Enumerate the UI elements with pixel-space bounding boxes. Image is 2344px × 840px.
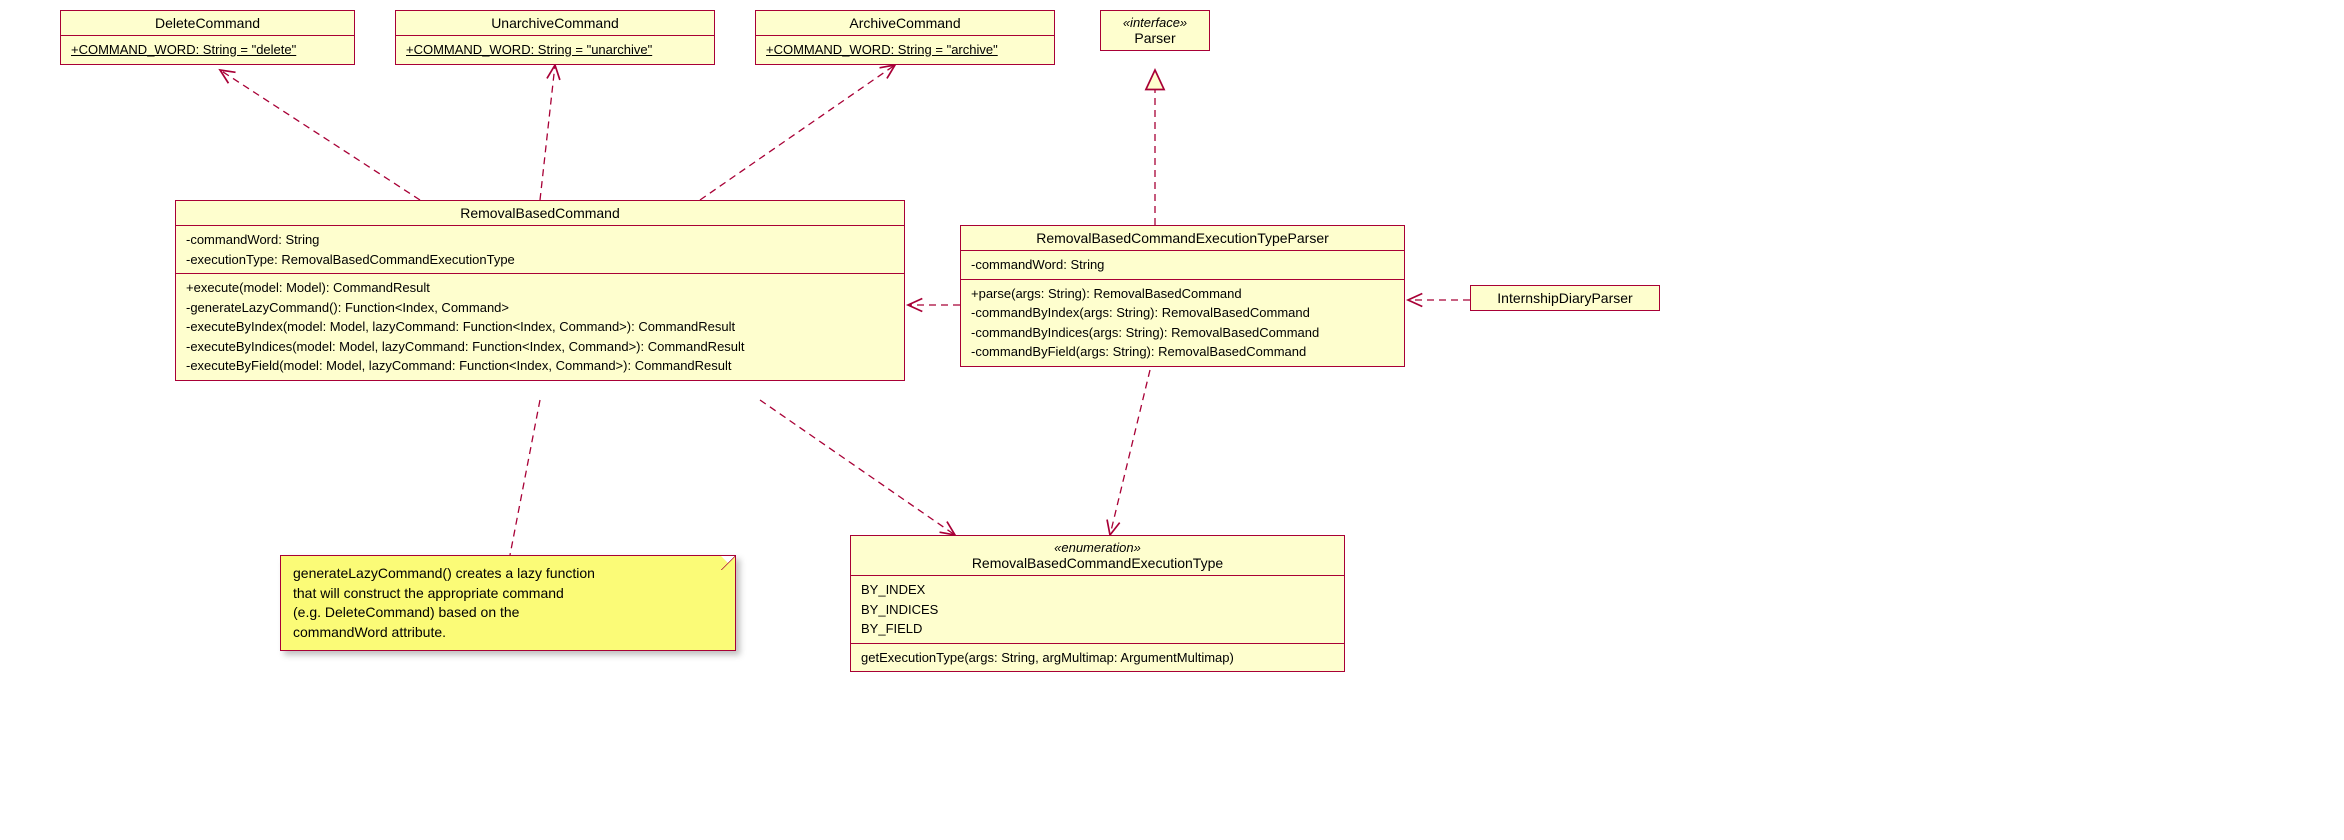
interface-parser: «interface» Parser: [1100, 10, 1210, 51]
class-attribute: +COMMAND_WORD: String = "unarchive": [396, 36, 714, 64]
class-removal-based-command-execution-type-parser: RemovalBasedCommandExecutionTypeParser -…: [960, 225, 1405, 367]
class-attribute: +COMMAND_WORD: String = "delete": [61, 36, 354, 64]
class-removal-based-command: RemovalBasedCommand -commandWord: String…: [175, 200, 905, 381]
class-title: Parser: [1134, 30, 1175, 46]
class-title: ArchiveCommand: [756, 11, 1054, 36]
class-delete-command: DeleteCommand +COMMAND_WORD: String = "d…: [60, 10, 355, 65]
class-internship-diary-parser: InternshipDiaryParser: [1470, 285, 1660, 311]
class-title: RemovalBasedCommandExecutionType: [972, 555, 1223, 571]
class-title: DeleteCommand: [61, 11, 354, 36]
connectors-layer: [0, 0, 2344, 840]
class-archive-command: ArchiveCommand +COMMAND_WORD: String = "…: [755, 10, 1055, 65]
class-title: RemovalBasedCommand: [176, 201, 904, 226]
stereotype: «enumeration»: [861, 540, 1334, 555]
enum-removal-based-command-execution-type: «enumeration» RemovalBasedCommandExecuti…: [850, 535, 1345, 672]
class-title: RemovalBasedCommandExecutionTypeParser: [961, 226, 1404, 251]
class-attributes: -commandWord: String -executionType: Rem…: [176, 226, 904, 274]
stereotype: «interface»: [1111, 15, 1199, 30]
class-operations: +execute(model: Model): CommandResult -g…: [176, 274, 904, 380]
class-title: UnarchiveCommand: [396, 11, 714, 36]
note-generate-lazy-command: generateLazyCommand() creates a lazy fun…: [280, 555, 736, 651]
class-operations: getExecutionType(args: String, argMultim…: [851, 644, 1344, 672]
class-title: InternshipDiaryParser: [1471, 286, 1659, 310]
class-attributes: -commandWord: String: [961, 251, 1404, 280]
enum-literals: BY_INDEX BY_INDICES BY_FIELD: [851, 576, 1344, 644]
class-attribute: +COMMAND_WORD: String = "archive": [756, 36, 1054, 64]
class-operations: +parse(args: String): RemovalBasedComman…: [961, 280, 1404, 366]
class-unarchive-command: UnarchiveCommand +COMMAND_WORD: String =…: [395, 10, 715, 65]
